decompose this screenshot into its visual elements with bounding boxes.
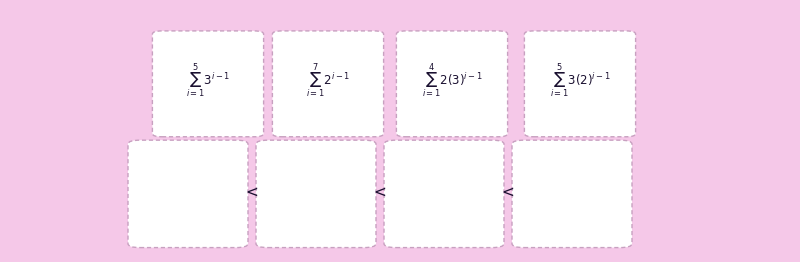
FancyBboxPatch shape <box>512 140 632 248</box>
FancyBboxPatch shape <box>397 31 507 137</box>
FancyBboxPatch shape <box>256 140 376 248</box>
Text: <: < <box>374 185 386 200</box>
FancyBboxPatch shape <box>272 31 384 137</box>
FancyBboxPatch shape <box>152 31 264 137</box>
Text: $\sum_{i=1}^{4} 2(3)^{i-1}$: $\sum_{i=1}^{4} 2(3)^{i-1}$ <box>422 62 482 100</box>
Text: $\sum_{i=1}^{5} 3(2)^{i-1}$: $\sum_{i=1}^{5} 3(2)^{i-1}$ <box>550 62 610 100</box>
Text: $\sum_{i=1}^{5} 3^{i-1}$: $\sum_{i=1}^{5} 3^{i-1}$ <box>186 62 230 100</box>
FancyBboxPatch shape <box>525 31 636 137</box>
FancyBboxPatch shape <box>128 140 248 248</box>
FancyBboxPatch shape <box>384 140 504 248</box>
Text: <: < <box>502 185 514 200</box>
Text: $\sum_{i=1}^{7} 2^{i-1}$: $\sum_{i=1}^{7} 2^{i-1}$ <box>306 62 350 100</box>
Text: <: < <box>246 185 258 200</box>
